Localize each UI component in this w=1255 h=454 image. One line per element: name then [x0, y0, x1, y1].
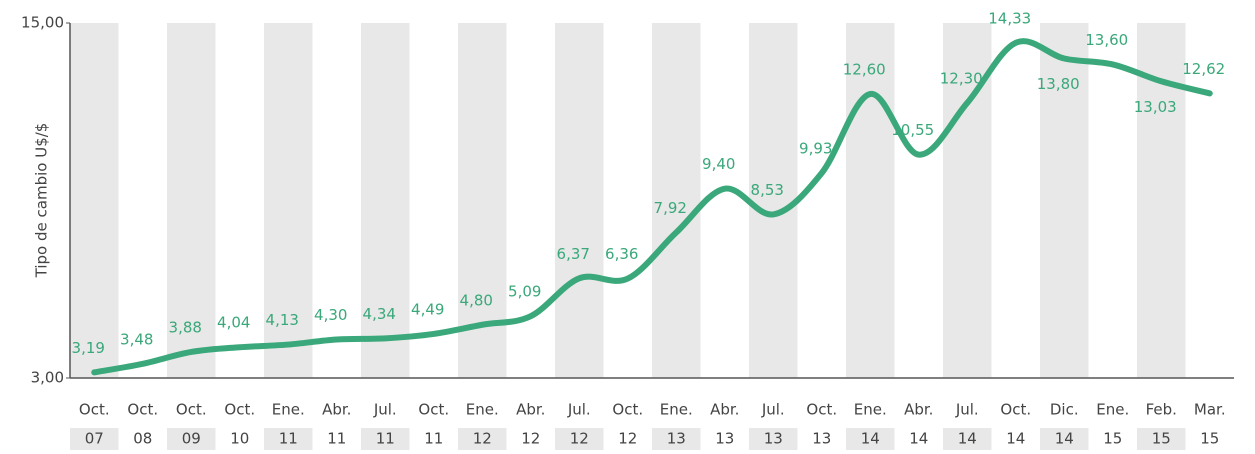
x-tick-label: Jul. — [761, 401, 785, 419]
band — [555, 428, 604, 450]
band — [1040, 23, 1089, 378]
x-tick-label: Oct. — [1000, 401, 1031, 419]
x-tick-label: Jul. — [955, 401, 979, 419]
x-tick-label: Oct. — [79, 401, 110, 419]
data-label: 8,53 — [751, 181, 784, 199]
band — [652, 23, 701, 378]
x-tick-label: Ene. — [660, 401, 693, 419]
x-tick-label: Abr. — [322, 401, 351, 419]
data-label: 14,33 — [988, 9, 1031, 27]
x-tick-label: 11 — [376, 430, 395, 448]
x-tick-label: Abr. — [710, 401, 739, 419]
data-label: 4,13 — [266, 311, 299, 329]
x-tick-label: 14 — [1006, 430, 1025, 448]
x-tick-label: Oct. — [806, 401, 837, 419]
x-tick-label: Oct. — [127, 401, 158, 419]
x-tick-label: 08 — [133, 430, 152, 448]
x-tick-label: Ene. — [854, 401, 887, 419]
data-label: 13,03 — [1134, 98, 1177, 116]
x-tick-label: 14 — [958, 430, 977, 448]
x-tick-label: Oct. — [418, 401, 449, 419]
x-tick-label: 13 — [715, 430, 734, 448]
data-label: 4,49 — [411, 300, 444, 318]
x-tick-label: 12 — [570, 430, 589, 448]
x-tick-label: 11 — [327, 430, 346, 448]
y-tick-label: 3,00 — [31, 369, 64, 387]
data-label: 10,55 — [891, 121, 934, 139]
data-label: 4,34 — [363, 305, 396, 323]
x-tick-label: 14 — [909, 430, 928, 448]
band — [1040, 428, 1089, 450]
band — [458, 23, 507, 378]
x-tick-label: Ene. — [466, 401, 499, 419]
x-tick-label: Abr. — [904, 401, 933, 419]
x-tick-label: 13 — [764, 430, 783, 448]
band — [264, 23, 313, 378]
x-tick-label: 09 — [182, 430, 201, 448]
data-label: 3,88 — [169, 318, 202, 336]
band — [70, 23, 119, 378]
data-label: 12,62 — [1182, 60, 1225, 78]
data-label: 5,09 — [508, 283, 541, 301]
x-tick-label: 12 — [473, 430, 492, 448]
band — [70, 428, 119, 450]
band — [943, 428, 992, 450]
x-tick-label: 13 — [812, 430, 831, 448]
data-label: 4,30 — [314, 306, 347, 324]
x-tick-label: Oct. — [176, 401, 207, 419]
x-tick-label: 12 — [618, 430, 637, 448]
x-tick-label: 11 — [424, 430, 443, 448]
data-label: 3,48 — [120, 330, 153, 348]
x-tick-label: Dic. — [1050, 401, 1079, 419]
x-tick-label: Abr. — [516, 401, 545, 419]
band — [264, 428, 313, 450]
data-label: 4,80 — [460, 291, 493, 309]
x-tick-label: Feb. — [1146, 401, 1177, 419]
x-tick-label: 12 — [521, 430, 540, 448]
x-tick-label: 07 — [85, 430, 104, 448]
x-tick-label: Ene. — [272, 401, 305, 419]
band — [749, 23, 798, 378]
band — [167, 23, 216, 378]
data-label: 3,19 — [72, 339, 105, 357]
line — [91, 38, 1213, 376]
band — [458, 428, 507, 450]
data-label: 6,36 — [605, 245, 638, 263]
band — [361, 428, 410, 450]
x-tick-label: 15 — [1103, 430, 1122, 448]
band — [652, 428, 701, 450]
data-label: 4,04 — [217, 314, 250, 332]
band — [1137, 428, 1186, 450]
band — [749, 428, 798, 450]
x-tick-label: 15 — [1200, 430, 1219, 448]
band — [846, 23, 895, 378]
x-tick-label: 13 — [667, 430, 686, 448]
data-label: 7,92 — [654, 199, 687, 217]
y-tick-label: 15,00 — [21, 14, 64, 32]
data-label: 12,60 — [843, 61, 886, 79]
data-label: 13,60 — [1085, 31, 1128, 49]
x-tick-label: 14 — [861, 430, 880, 448]
x-tick-label: 14 — [1055, 430, 1074, 448]
y-axis-label: Tipo de cambio U$/$ — [33, 123, 51, 279]
x-tick-label: Mar. — [1194, 401, 1226, 419]
data-label: 6,37 — [557, 245, 590, 263]
band — [361, 23, 410, 378]
data-label: 9,93 — [799, 139, 832, 157]
band — [555, 23, 604, 378]
x-tick-label: 10 — [230, 430, 249, 448]
data-label: 9,40 — [702, 155, 735, 173]
x-tick-label: Oct. — [224, 401, 255, 419]
data-label: 13,80 — [1037, 75, 1080, 93]
x-tick-label: Jul. — [567, 401, 591, 419]
x-tick-label: Oct. — [612, 401, 643, 419]
x-tick-label: 11 — [279, 430, 298, 448]
band — [167, 428, 216, 450]
data-label: 12,30 — [940, 69, 983, 87]
x-tick-label: Jul. — [373, 401, 397, 419]
band — [846, 428, 895, 450]
x-tick-label: Ene. — [1096, 401, 1129, 419]
x-tick-label: 15 — [1152, 430, 1171, 448]
